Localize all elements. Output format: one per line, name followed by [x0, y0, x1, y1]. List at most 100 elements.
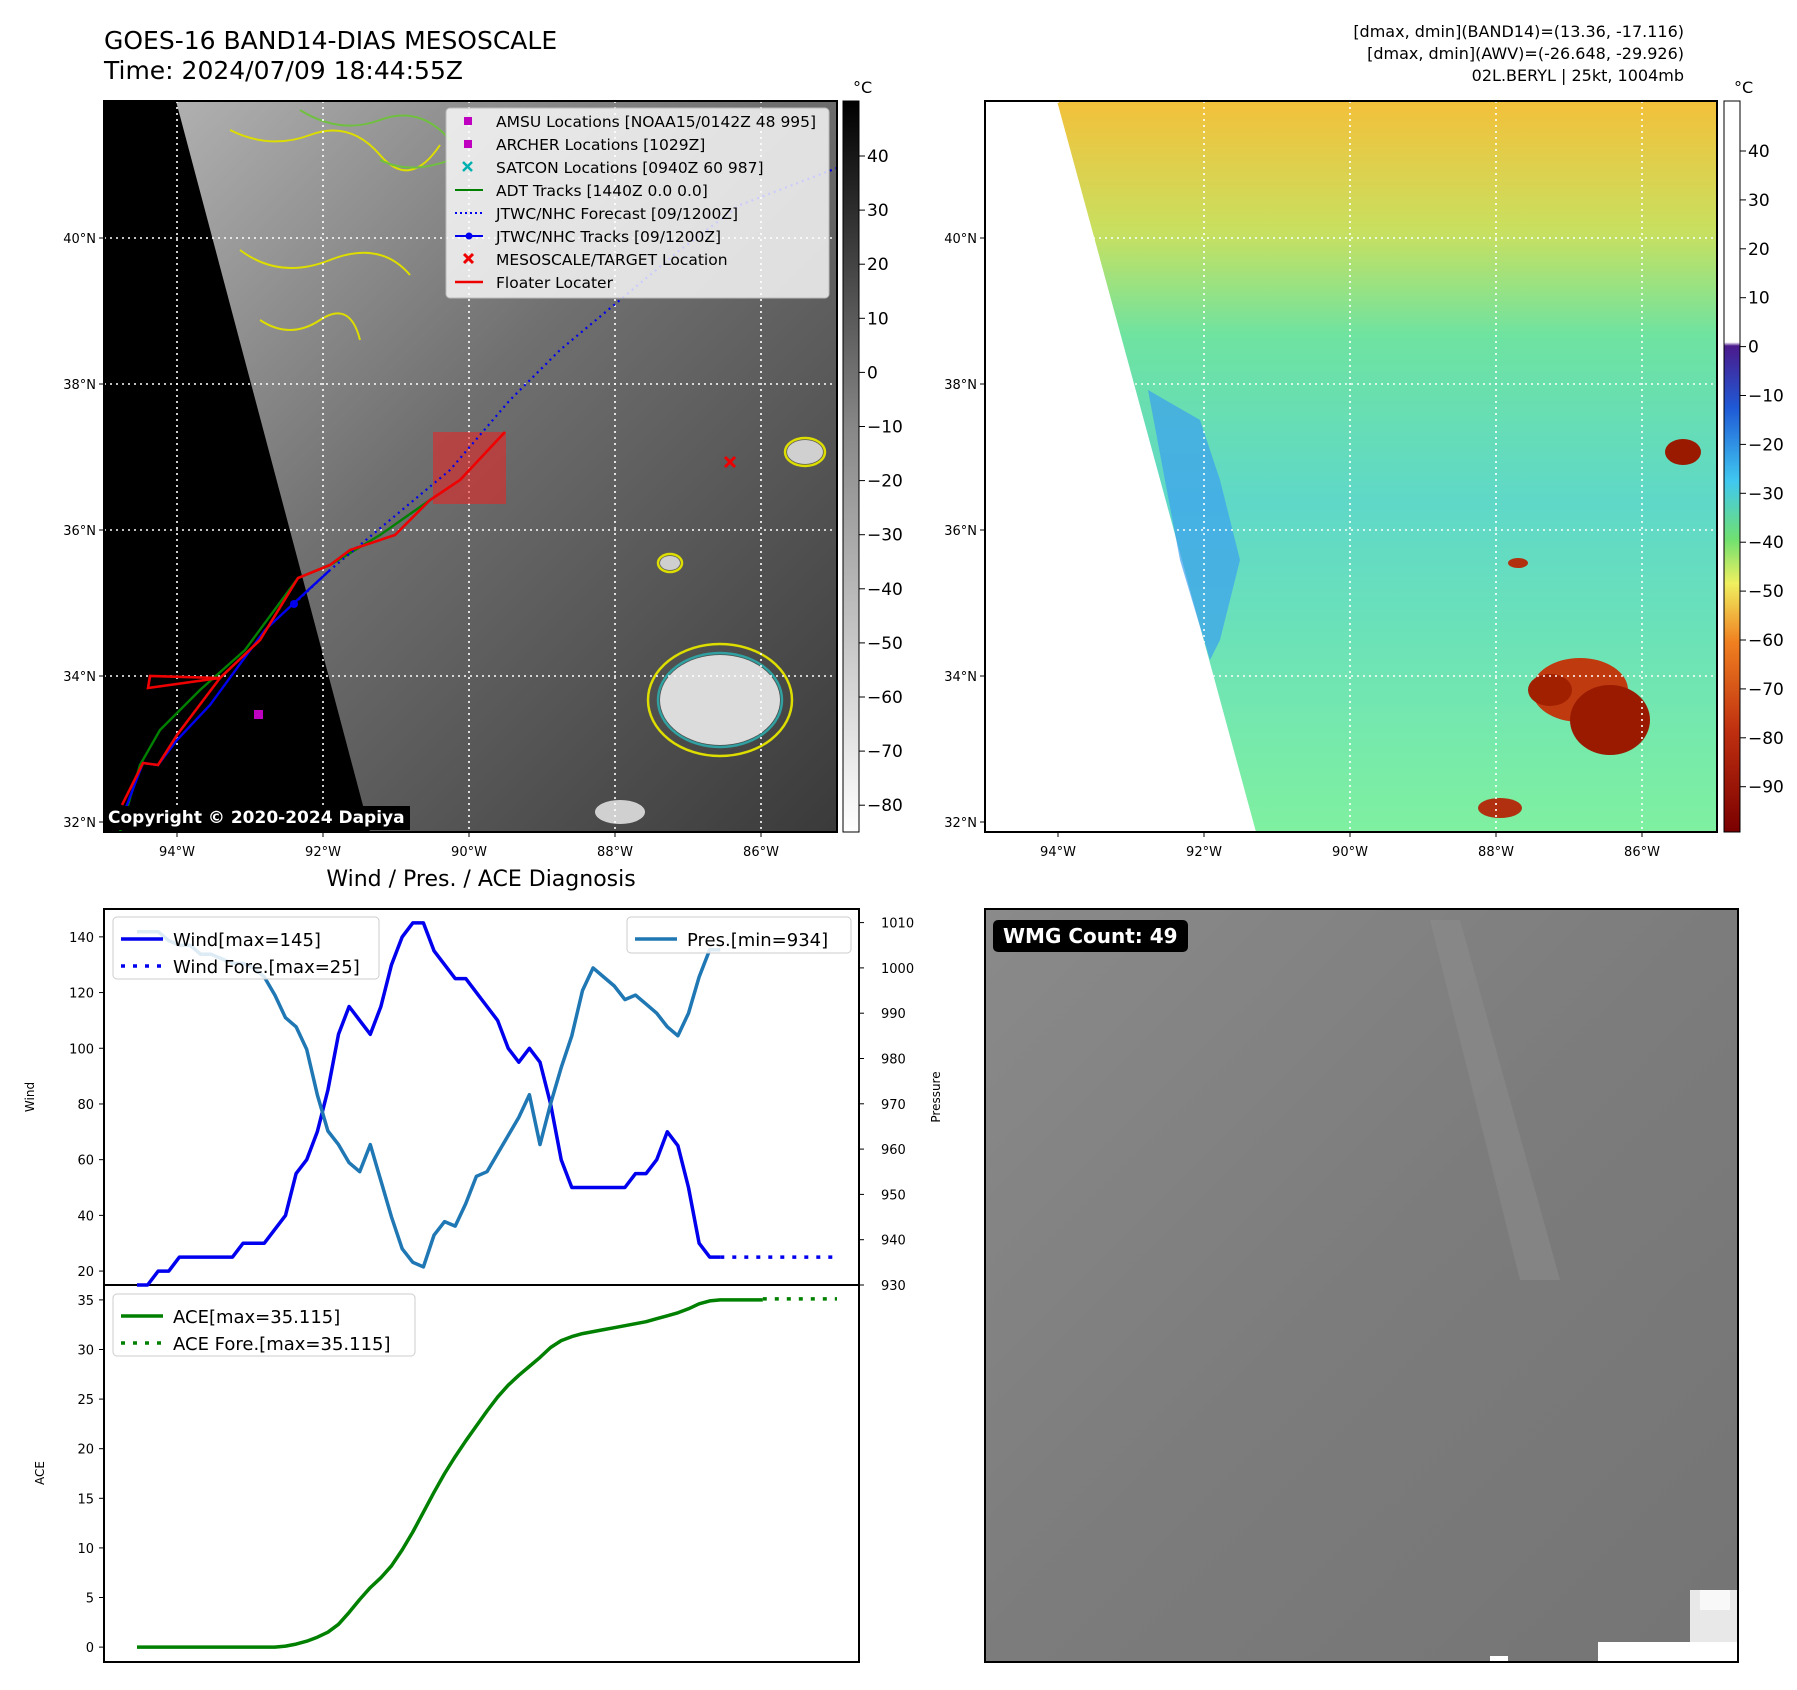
wind-tick-label: 40: [77, 1209, 94, 1224]
color-tick-label: −70: [1748, 680, 1784, 700]
lat-tick-label: 32°N: [944, 816, 977, 831]
color-tick-label: −60: [1748, 631, 1784, 651]
lat-tick-label: 32°N: [63, 816, 96, 831]
legend-floater: Floater Locater: [496, 274, 614, 292]
lon-tick-label: 86°W: [743, 845, 779, 860]
legend-archer: ARCHER Locations [1029Z]: [496, 136, 705, 154]
pressure-tick-label: 1010: [881, 917, 914, 932]
lat-tick-label: 36°N: [63, 524, 96, 539]
wind-tick-label: 140: [69, 931, 94, 946]
lat-tick-label: 36°N: [944, 524, 977, 539]
color-tick-label: −50: [1748, 582, 1784, 602]
ace-axis-label: ACE: [33, 1461, 47, 1485]
lon-tick-label: 88°W: [1478, 845, 1514, 860]
wv-map-panel: [984, 100, 1718, 833]
color-tick-label: 10: [1748, 289, 1770, 309]
gray-tick-label: −10: [867, 418, 903, 438]
gray-tick-label: 10: [867, 309, 889, 329]
gray-tick-label: −30: [867, 526, 903, 546]
archer-marker: [254, 710, 263, 719]
ace-tick-label: 30: [77, 1343, 94, 1358]
figure-title: GOES-16 BAND14-DIAS MESOSCALE: [104, 26, 558, 55]
wind-tick-label: 80: [77, 1098, 94, 1113]
info-band14: [dmax, dmin](BAND14)=(13.36, -17.116): [1353, 22, 1684, 41]
ace-tick-label: 20: [77, 1443, 94, 1458]
ace-tick-label: 0: [86, 1641, 94, 1656]
wv-no-data-region: [985, 101, 1256, 832]
color-colorbar: °C 40 30 20 10 0 −10 −20 −30 −40 −50 −60 −70 −80 −90: [1723, 78, 1784, 833]
chart-legend-label: Wind[max=145]: [173, 930, 321, 951]
lon-tick-label: 88°W: [597, 845, 633, 860]
wind-tick-label: 60: [77, 1154, 94, 1169]
lon-tick-label: 86°W: [1624, 845, 1660, 860]
lat-tick-label: 40°N: [63, 232, 96, 247]
pressure-tick-label: 930: [881, 1279, 906, 1294]
gray-tick-label: 20: [867, 255, 889, 275]
color-tick-label: −20: [1748, 435, 1784, 455]
lat-tick-label: 40°N: [944, 232, 977, 247]
ace-tick-label: 35: [77, 1294, 94, 1309]
pressure-tick-label: 1000: [881, 962, 914, 977]
color-tick-label: −10: [1748, 387, 1784, 407]
series-line-3: [137, 1298, 763, 1649]
wind-tick-label: 20: [77, 1265, 94, 1280]
gray-tick-label: 40: [867, 147, 889, 167]
color-tick-label: −90: [1748, 778, 1784, 798]
series-line-0: [137, 921, 721, 1287]
pressure-tick-label: 960: [881, 1143, 906, 1158]
wind-tick-label: 120: [69, 987, 94, 1002]
chart-legend-label: Pres.[min=934]: [687, 930, 828, 951]
color-tick-label: 20: [1748, 240, 1770, 260]
gray-tick-label: −70: [867, 742, 903, 762]
pressure-tick-label: 940: [881, 1234, 906, 1249]
ace-tick-label: 10: [77, 1542, 94, 1557]
pressure-axis-label: Pressure: [929, 1071, 943, 1122]
color-tick-label: −40: [1748, 533, 1784, 553]
gray-tick-label: 30: [867, 201, 889, 221]
chart-title: Wind / Pres. / ACE Diagnosis: [326, 867, 635, 892]
lon-tick-label: 90°W: [1332, 845, 1368, 860]
pressure-tick-label: 950: [881, 1188, 906, 1203]
lat-tick-label: 34°N: [944, 670, 977, 685]
legend-jtwc-tracks: JTWC/NHC Tracks [09/1200Z]: [495, 228, 721, 246]
color-tick-label: 30: [1748, 191, 1770, 211]
color-tick-label: 40: [1748, 142, 1770, 162]
floater-locater: [120, 431, 506, 806]
pressure-tick-label: 980: [881, 1052, 906, 1067]
chart-legend-label: ACE[max=35.115]: [173, 1307, 340, 1328]
lon-tick-label: 90°W: [451, 845, 487, 860]
info-awv: [dmax, dmin](AWV)=(-26.648, -29.926): [1367, 44, 1684, 63]
legend-target: MESOSCALE/TARGET Location: [496, 251, 728, 269]
gray-colorbar-unit: °C: [853, 78, 872, 97]
lat-tick-label: 34°N: [63, 670, 96, 685]
color-colorbar-unit: °C: [1734, 78, 1753, 97]
pressure-tick-label: 990: [881, 1007, 906, 1022]
lat-tick-label: 38°N: [63, 378, 96, 393]
figure-time: Time: 2024/07/09 18:44:55Z: [104, 56, 463, 85]
pressure-tick-label: 970: [881, 1098, 906, 1113]
info-storm: 02L.BERYL | 25kt, 1004mb: [1471, 66, 1684, 85]
diagnosis-chart: 2040608010012014093094095096097098099010…: [23, 908, 943, 1663]
gray-tick-label: −20: [867, 472, 903, 492]
gray-colorbar: °C 40 30 20 10 0 −10 −20 −30 −40 −50 −60 −70 −80: [842, 78, 903, 833]
wmg-count-badge: WMG Count: 49: [993, 920, 1188, 952]
chart-legend-label: Wind Fore.[max=25]: [173, 957, 360, 978]
map-legend: AMSU Locations [NOAA15/0142Z 48 995] ARC…: [445, 107, 830, 299]
series-line-2: [137, 929, 721, 1269]
color-tick-label: 0: [1748, 338, 1759, 358]
ace-tick-label: 5: [86, 1592, 94, 1607]
lon-tick-label: 94°W: [1040, 845, 1076, 860]
gray-tick-label: −60: [867, 688, 903, 708]
color-tick-label: −80: [1748, 729, 1784, 749]
wind-axis-label: Wind: [23, 1082, 37, 1112]
legend-amsu: AMSU Locations [NOAA15/0142Z 48 995]: [496, 113, 816, 131]
copyright-label: Copyright © 2020-2024 Dapiya: [103, 806, 410, 830]
lon-tick-label: 94°W: [159, 845, 195, 860]
lat-tick-label: 38°N: [944, 378, 977, 393]
gray-tick-label: −40: [867, 580, 903, 600]
ace-tick-label: 15: [77, 1492, 94, 1507]
lon-tick-label: 92°W: [305, 845, 341, 860]
pressure-legend: Pres.[min=934]: [626, 916, 852, 954]
ace-axes: [103, 1284, 860, 1663]
wind-legend: Wind[max=145] Wind Fore.[max=25]: [112, 916, 380, 980]
